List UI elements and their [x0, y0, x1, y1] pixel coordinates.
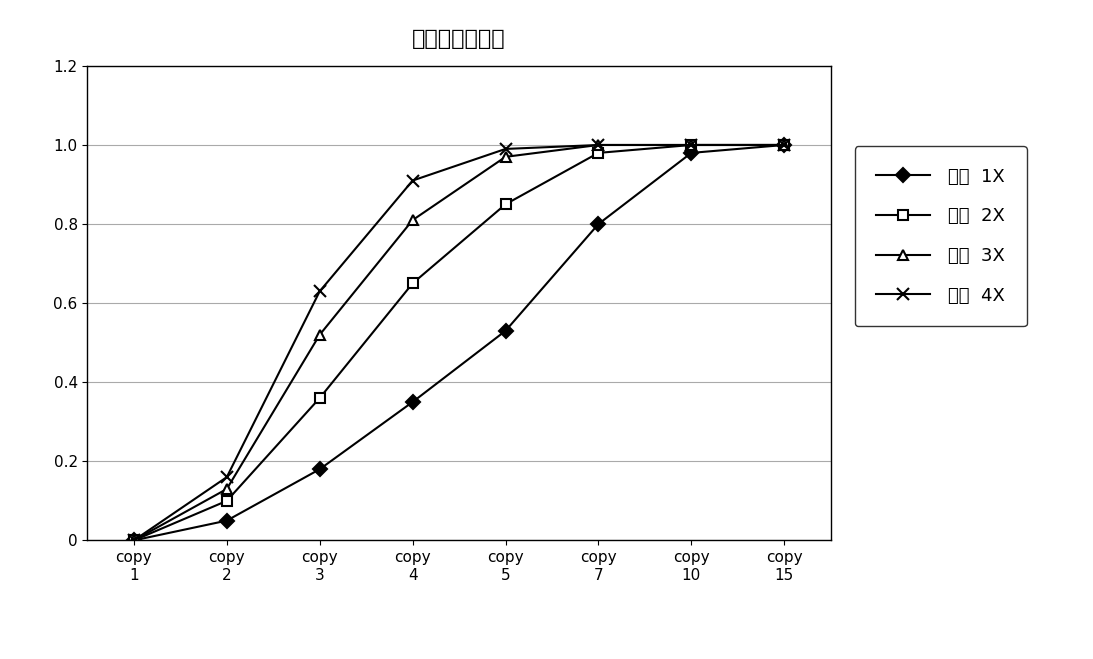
Title: 不同测序量比较: 不同测序量比较	[412, 29, 506, 49]
测序  4X	[407, 177, 420, 185]
测序  2X	[778, 141, 791, 149]
测序  2X	[221, 497, 234, 505]
测序  4X	[314, 287, 327, 295]
测序  3X	[314, 331, 327, 339]
测序  2X	[592, 149, 606, 157]
测序  3X	[684, 141, 698, 149]
测序  4X	[592, 141, 606, 149]
测序  2X	[498, 200, 512, 208]
测序  1X	[778, 141, 791, 149]
测序  3X	[778, 141, 791, 149]
测序  1X	[498, 327, 512, 335]
Line: 测序  1X: 测序 1X	[129, 140, 789, 545]
测序  2X	[407, 279, 420, 287]
Line: 测序  3X: 测序 3X	[129, 140, 789, 545]
测序  1X	[221, 517, 234, 525]
测序  1X	[684, 149, 698, 157]
测序  1X	[407, 398, 420, 406]
Line: 测序  2X: 测序 2X	[129, 140, 789, 545]
测序  2X	[314, 394, 327, 402]
测序  3X	[127, 536, 140, 544]
测序  2X	[684, 141, 698, 149]
测序  1X	[592, 220, 606, 228]
Legend: 测序  1X, 测序  2X, 测序  3X, 测序  4X: 测序 1X, 测序 2X, 测序 3X, 测序 4X	[855, 146, 1027, 326]
测序  3X	[221, 485, 234, 493]
测序  2X	[127, 536, 140, 544]
测序  3X	[498, 153, 512, 161]
测序  1X	[127, 536, 140, 544]
测序  4X	[127, 536, 140, 544]
测序  1X	[314, 465, 327, 473]
测序  4X	[221, 473, 234, 481]
测序  4X	[778, 141, 791, 149]
测序  3X	[407, 216, 420, 224]
测序  4X	[498, 145, 512, 153]
测序  3X	[592, 141, 606, 149]
测序  4X	[684, 141, 698, 149]
Line: 测序  4X: 测序 4X	[128, 139, 790, 546]
